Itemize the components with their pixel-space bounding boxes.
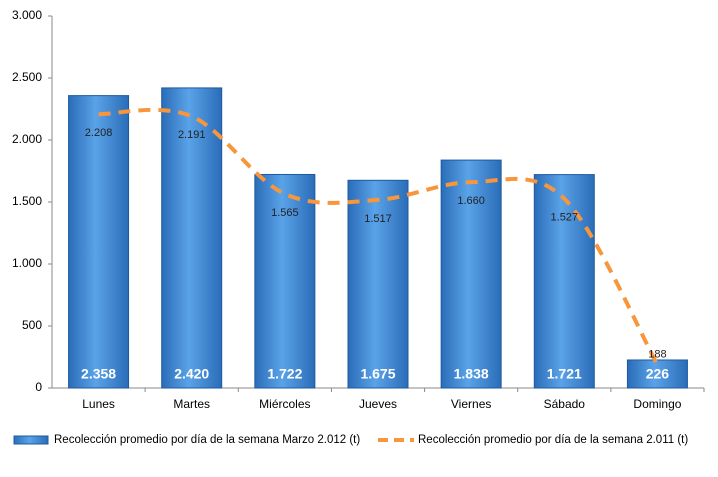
- bar-value-label: 1.722: [267, 366, 302, 382]
- bar-value-label: 1.675: [360, 366, 395, 382]
- bar: [626, 359, 688, 389]
- x-tick-label: Martes: [173, 397, 210, 411]
- bar-value-label: 226: [646, 366, 670, 382]
- y-tick-label: 2.500: [12, 70, 42, 84]
- y-tick-label: 1.500: [12, 194, 42, 208]
- bar-value-label: 2.420: [174, 366, 209, 382]
- x-tick-label: Jueves: [359, 397, 397, 411]
- line-value-label: 1.517: [364, 213, 392, 225]
- line-value-label: 2.191: [178, 129, 206, 141]
- y-tick-label: 1.000: [12, 256, 42, 270]
- x-tick-label: Viernes: [451, 397, 491, 411]
- bar: [440, 159, 502, 389]
- y-tick-label: 2.000: [12, 132, 42, 146]
- y-tick-label: 500: [22, 318, 42, 332]
- line-value-label: 188: [648, 349, 666, 361]
- legend-label: Recolección promedio por día de la seman…: [418, 434, 688, 446]
- bar: [347, 179, 409, 389]
- x-tick-label: Lunes: [82, 397, 115, 411]
- line-value-label: 2.208: [85, 127, 113, 139]
- bar: [161, 87, 223, 389]
- y-tick-label: 3.000: [12, 8, 42, 22]
- bar: [254, 173, 316, 389]
- legend-label: Recolección promedio por día de la seman…: [54, 434, 360, 446]
- line-value-label: 1.660: [457, 195, 485, 207]
- x-tick-label: Sábado: [544, 397, 586, 411]
- line: [98, 107, 660, 366]
- bar: [68, 95, 130, 389]
- bar-value-label: 1.838: [454, 366, 489, 382]
- x-tick-label: Domingo: [633, 397, 681, 411]
- line-value-label: 1.565: [271, 207, 299, 219]
- bar-value-label: 2.358: [81, 366, 116, 382]
- line-value-label: 1.527: [551, 212, 579, 224]
- legend-swatch: [13, 435, 49, 445]
- bar: [533, 174, 595, 389]
- y-tick-label: 0: [35, 380, 42, 394]
- bar-value-label: 1.721: [547, 366, 582, 382]
- x-tick-label: Miércoles: [259, 397, 310, 411]
